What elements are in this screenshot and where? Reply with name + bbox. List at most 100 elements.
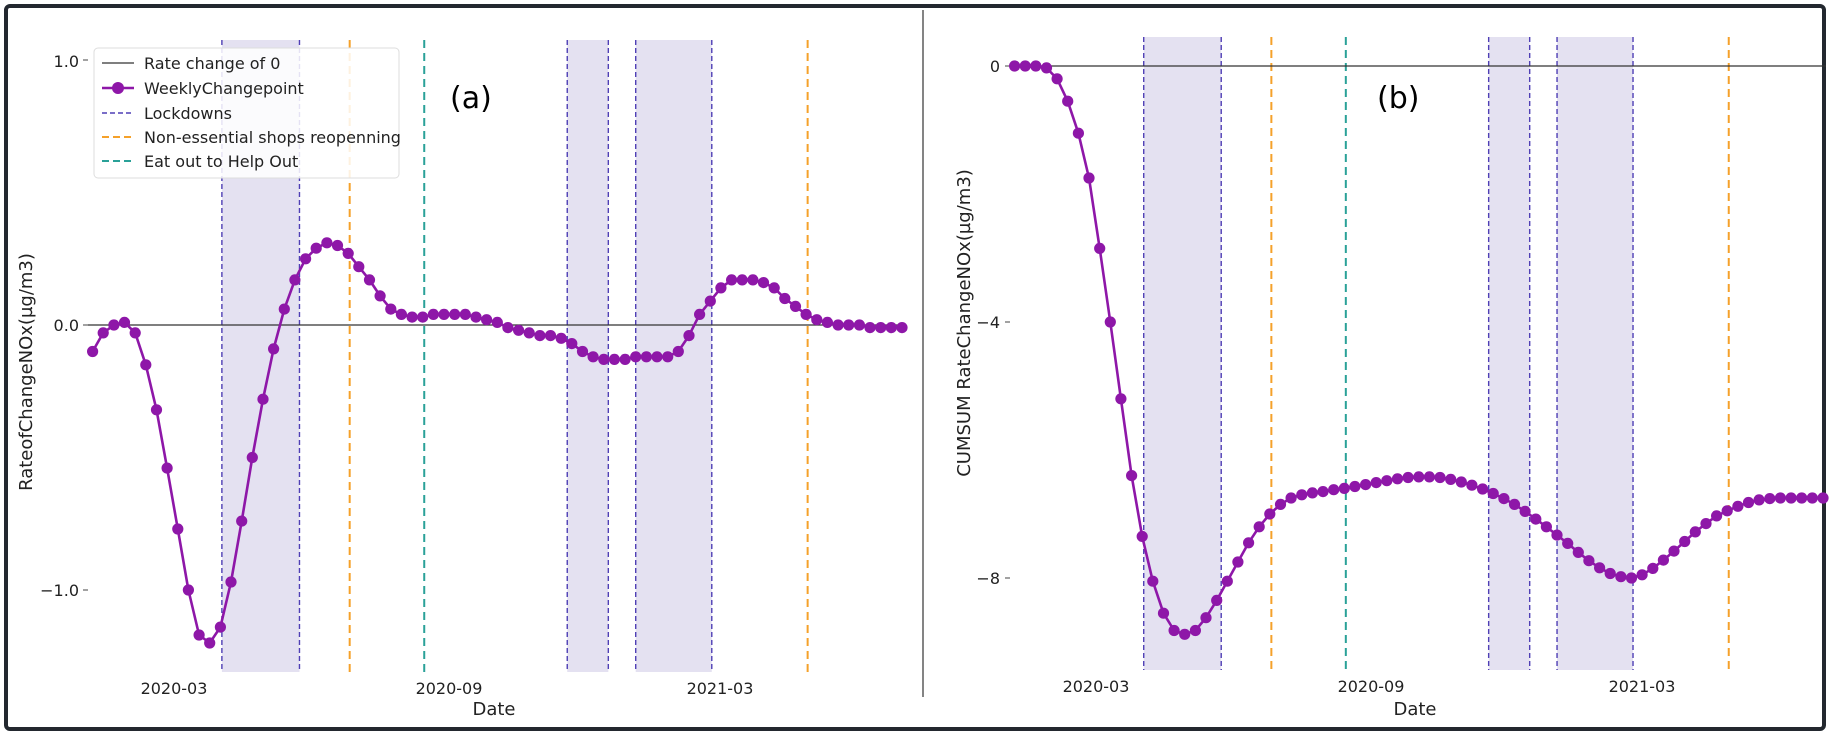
series-point (363, 274, 376, 286)
series-point (481, 314, 493, 326)
series-point (779, 292, 791, 305)
panel-b-xtick-3: 2021-03 (1609, 677, 1676, 696)
series-point (1455, 476, 1467, 488)
series-point (896, 322, 908, 334)
series-point (1157, 607, 1170, 619)
series-point (1040, 62, 1053, 74)
panel-b-ytick-2: −4 (976, 313, 1000, 332)
series-point (555, 332, 567, 344)
legend-swatch-series-marker (112, 82, 124, 94)
series-point (800, 308, 812, 320)
panel-a-tag: (a) (450, 81, 492, 116)
series-point (768, 282, 780, 294)
series-point (108, 319, 120, 331)
series-point (1317, 486, 1329, 498)
series-point (843, 319, 855, 331)
series-point (747, 274, 759, 286)
series-point (1104, 316, 1116, 328)
series-point (1508, 498, 1521, 510)
panel-b-tag: (b) (1377, 81, 1419, 116)
series-point (1519, 505, 1531, 517)
series-point (534, 330, 546, 342)
series-point (193, 629, 205, 641)
series-point (683, 330, 695, 342)
series-point (1562, 537, 1574, 550)
series-point (300, 253, 312, 265)
panel-a-xtick-3: 2021-03 (687, 679, 754, 698)
series-point (1540, 521, 1552, 533)
panel-b (1005, 37, 1829, 670)
legend-label-lockdowns: Lockdowns (144, 104, 232, 123)
series-point (1402, 471, 1414, 484)
series-point (821, 316, 834, 328)
series-point (470, 311, 482, 323)
series-point (1019, 60, 1031, 72)
series-point (1413, 471, 1425, 483)
series-point (1657, 554, 1669, 566)
series-point (204, 637, 216, 649)
series-point (587, 351, 599, 363)
series-point (1115, 393, 1127, 405)
series-point (1806, 492, 1818, 504)
series-point (640, 351, 653, 363)
series-point (97, 327, 109, 339)
series-point (150, 404, 163, 416)
lockdown-shade (1488, 37, 1530, 670)
series-point (1381, 475, 1393, 487)
panel-b-xlabel: Date (1393, 699, 1436, 720)
series-point (1530, 513, 1542, 525)
series-point (1774, 492, 1786, 504)
series-point (1328, 484, 1340, 496)
panel-b-ytick-3: −8 (976, 569, 1000, 588)
series-point (1009, 60, 1021, 72)
series-point (406, 311, 418, 323)
series-point (694, 308, 706, 320)
series-point (715, 282, 727, 294)
series-point (1604, 567, 1616, 580)
series-point (289, 274, 301, 286)
series-point (172, 523, 184, 535)
series-point (1232, 556, 1244, 568)
series-point (1615, 571, 1627, 583)
series-point (1445, 473, 1457, 485)
series-point (1168, 624, 1180, 637)
series-point (1711, 510, 1723, 522)
series-point (502, 322, 514, 334)
series-point (1189, 624, 1201, 637)
series-point (1732, 500, 1744, 512)
series-point (1285, 492, 1297, 504)
series-point (513, 324, 525, 336)
legend-label-zero: Rate change of 0 (144, 54, 280, 73)
series-point (1243, 537, 1255, 549)
series-line (1014, 64, 1823, 636)
series-point (353, 261, 365, 273)
series-point (278, 303, 290, 315)
series-point (321, 237, 333, 249)
series-point (1689, 526, 1701, 538)
series-point (417, 311, 429, 323)
series-point (1487, 487, 1499, 500)
series-point (1647, 562, 1659, 575)
series-point (1338, 482, 1350, 494)
series-point (757, 277, 770, 289)
series-point (811, 314, 823, 326)
series-point (1221, 575, 1233, 587)
panel-a-ylabel: RateofChangeNOx(µg/m3) (16, 253, 37, 491)
series-point (438, 308, 450, 320)
series-point (832, 319, 844, 331)
series-point (630, 351, 642, 363)
series-point (1700, 518, 1712, 530)
series-point (1583, 555, 1595, 567)
series-point (140, 359, 152, 371)
series-point (1466, 479, 1478, 491)
panel-b-xtick-1: 2020-03 (1063, 677, 1130, 696)
panel-a-xtick-2: 2020-09 (416, 679, 483, 698)
series-point (449, 308, 461, 320)
series-point (1296, 489, 1308, 501)
series-point (1211, 594, 1223, 607)
series-point (342, 247, 354, 259)
series-point (704, 295, 716, 307)
series-point (1742, 496, 1755, 509)
series-point (853, 319, 866, 331)
